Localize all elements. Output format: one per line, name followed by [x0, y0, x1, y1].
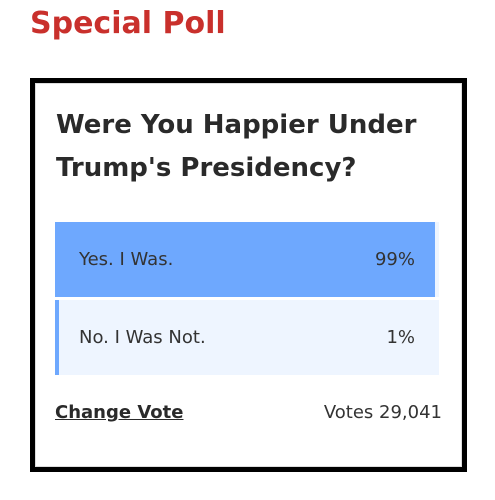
poll-question: Were You Happier Under Trump's Presidenc… — [56, 110, 417, 183]
option-percent: 1% — [386, 327, 415, 348]
poll-inner: Were You Happier Under Trump's Presidenc… — [35, 83, 462, 467]
option-label: No. I Was Not. — [79, 327, 206, 348]
poll-card: Were You Happier Under Trump's Presidenc… — [30, 78, 467, 472]
change-vote-link[interactable]: Change Vote — [55, 402, 184, 423]
option-label: Yes. I Was. — [79, 249, 174, 270]
poll-option[interactable]: No. I Was Not. 1% — [55, 300, 439, 375]
result-bar — [55, 300, 59, 375]
page-title: Special Poll — [30, 6, 226, 41]
result-bar — [55, 222, 436, 297]
poll-option[interactable]: Yes. I Was. 99% — [55, 222, 439, 297]
vote-count: Votes 29,041 — [323, 402, 442, 423]
option-percent: 99% — [374, 249, 415, 270]
